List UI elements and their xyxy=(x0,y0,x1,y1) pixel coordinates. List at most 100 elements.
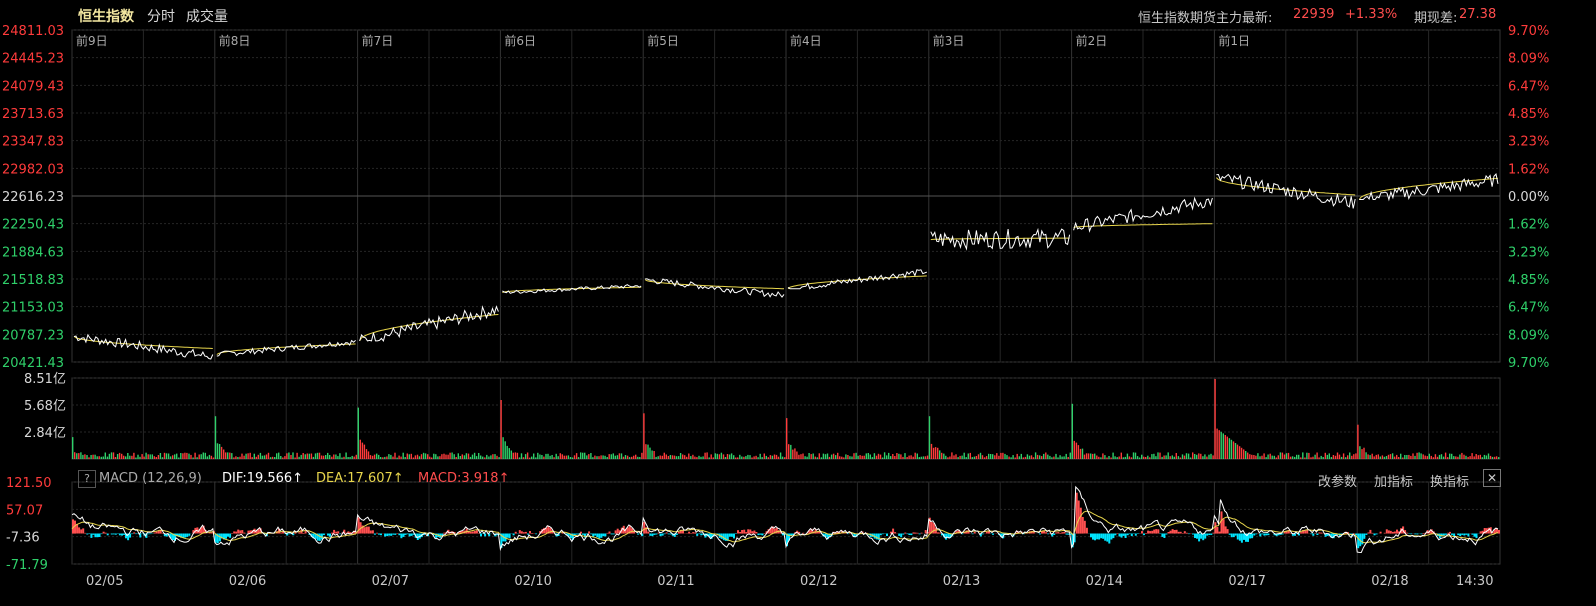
volume-bar xyxy=(633,455,635,459)
macd-histogram-bar xyxy=(1243,533,1245,540)
volume-bar xyxy=(1094,453,1096,459)
macd-histogram-bar xyxy=(892,528,895,534)
tab-hsi[interactable]: 恒生指数 xyxy=(78,9,134,25)
volume-bar xyxy=(1055,453,1057,459)
volume-bar xyxy=(467,453,470,459)
volume-bar xyxy=(1271,455,1273,459)
volume-bar xyxy=(508,448,510,459)
date-label: 02/13 xyxy=(943,574,980,589)
volume-bar xyxy=(424,453,427,459)
volume-bar xyxy=(365,449,368,459)
volume-bar xyxy=(471,454,474,459)
macd-plot xyxy=(71,485,1500,554)
volume-bar xyxy=(994,455,996,459)
macd-histogram-bar xyxy=(592,533,595,537)
percent-tick-label: 6.47% xyxy=(1508,79,1549,94)
macd-histogram-bar xyxy=(392,533,395,535)
macd-histogram-bar xyxy=(114,533,117,535)
macd-histogram-bar xyxy=(1045,532,1048,534)
macd-histogram-bar xyxy=(1491,531,1494,534)
volume-bar xyxy=(1440,454,1443,459)
tab-intraday[interactable]: 分时 xyxy=(147,9,175,25)
volume-bar xyxy=(373,454,376,459)
price-tick-label: 20421.43 xyxy=(2,356,64,371)
macd-histogram-bar xyxy=(739,532,742,534)
macd-histogram-bar xyxy=(174,533,176,541)
macd-histogram-bar xyxy=(879,533,882,536)
volume-bar xyxy=(1347,455,1349,459)
volume-bar xyxy=(1092,453,1094,459)
macd-histogram-bar xyxy=(616,528,619,534)
volume-bar xyxy=(102,456,104,459)
volume-bar xyxy=(1475,454,1477,459)
volume-bar xyxy=(906,457,908,459)
volume-bar xyxy=(104,452,106,459)
macd-histogram-bar xyxy=(1063,531,1066,534)
volume-bar xyxy=(1361,449,1363,459)
add-indicator-button[interactable]: 加指标 xyxy=(1374,475,1414,490)
volume-bar xyxy=(227,452,229,459)
volume-bar xyxy=(1098,456,1100,459)
macd-histogram-bar xyxy=(163,533,166,537)
volume-bar xyxy=(704,452,706,459)
volume-bar xyxy=(898,453,900,459)
macd-histogram-bar xyxy=(575,533,578,535)
macd-histogram-bar xyxy=(535,533,538,535)
volume-bar xyxy=(1300,457,1302,459)
macd-histogram-bar xyxy=(531,533,533,534)
help-icon[interactable]: ? xyxy=(78,470,96,488)
price-tick-label: 23713.63 xyxy=(2,107,64,122)
macd-histogram-bar xyxy=(937,532,939,534)
edit-params-button[interactable]: 改参数 xyxy=(1318,475,1358,490)
volume-bar xyxy=(573,455,576,459)
volume-bar xyxy=(435,454,437,459)
macd-histogram-bar xyxy=(153,532,156,534)
volume-bar xyxy=(412,457,415,459)
macd-histogram-bar xyxy=(784,533,786,535)
macd-histogram-bar xyxy=(1153,529,1156,534)
macd-histogram-bar xyxy=(227,533,229,537)
macd-histogram-bar xyxy=(100,533,103,535)
volume-bar xyxy=(1314,454,1316,459)
volume-bar xyxy=(443,453,445,459)
macd-histogram-bar xyxy=(453,532,456,534)
volume-bar xyxy=(781,456,784,459)
macd-name[interactable]: MACD (12,26,9) xyxy=(99,471,202,486)
volume-bar xyxy=(245,453,247,459)
macd-histogram-bar xyxy=(790,533,793,537)
dif-line xyxy=(71,485,1499,554)
macd-histogram-bar xyxy=(125,533,127,539)
macd-histogram-bar xyxy=(1453,533,1456,537)
volume-bar xyxy=(1316,452,1318,459)
macd-histogram-bar xyxy=(612,533,615,535)
macd-histogram-bar xyxy=(1106,533,1109,542)
macd-histogram-bar xyxy=(722,533,725,541)
macd-histogram-bar xyxy=(441,533,444,537)
macd-histogram-bar xyxy=(1253,533,1256,536)
volume-bar xyxy=(184,452,186,459)
macd-histogram-bar xyxy=(376,532,378,534)
macd-histogram-bar xyxy=(292,533,295,536)
volume-bar xyxy=(533,453,535,459)
macd-histogram-bar xyxy=(1300,532,1303,534)
macd-histogram-bar xyxy=(408,533,411,537)
macd-histogram-bar xyxy=(1100,533,1103,539)
close-icon[interactable]: ✕ xyxy=(1483,469,1501,487)
volume-bar xyxy=(1041,456,1043,459)
macd-histogram-bar xyxy=(182,533,185,538)
volume-bar xyxy=(522,457,525,459)
macd-histogram-bar xyxy=(549,527,552,534)
macd-histogram-bar xyxy=(208,532,211,534)
volume-bar xyxy=(718,454,721,459)
volume-bar xyxy=(457,453,459,459)
macd-histogram-bar xyxy=(482,533,484,534)
tab-volume[interactable]: 成交量 xyxy=(186,9,228,25)
macd-histogram-bar xyxy=(1447,532,1449,534)
volume-bar xyxy=(524,454,527,459)
macd-histogram-bar xyxy=(1149,531,1152,534)
volume-bar xyxy=(1036,454,1039,459)
switch-indicator-button[interactable]: 换指标 xyxy=(1430,475,1470,490)
volume-bar xyxy=(196,457,198,459)
macd-histogram-bar xyxy=(74,520,76,534)
